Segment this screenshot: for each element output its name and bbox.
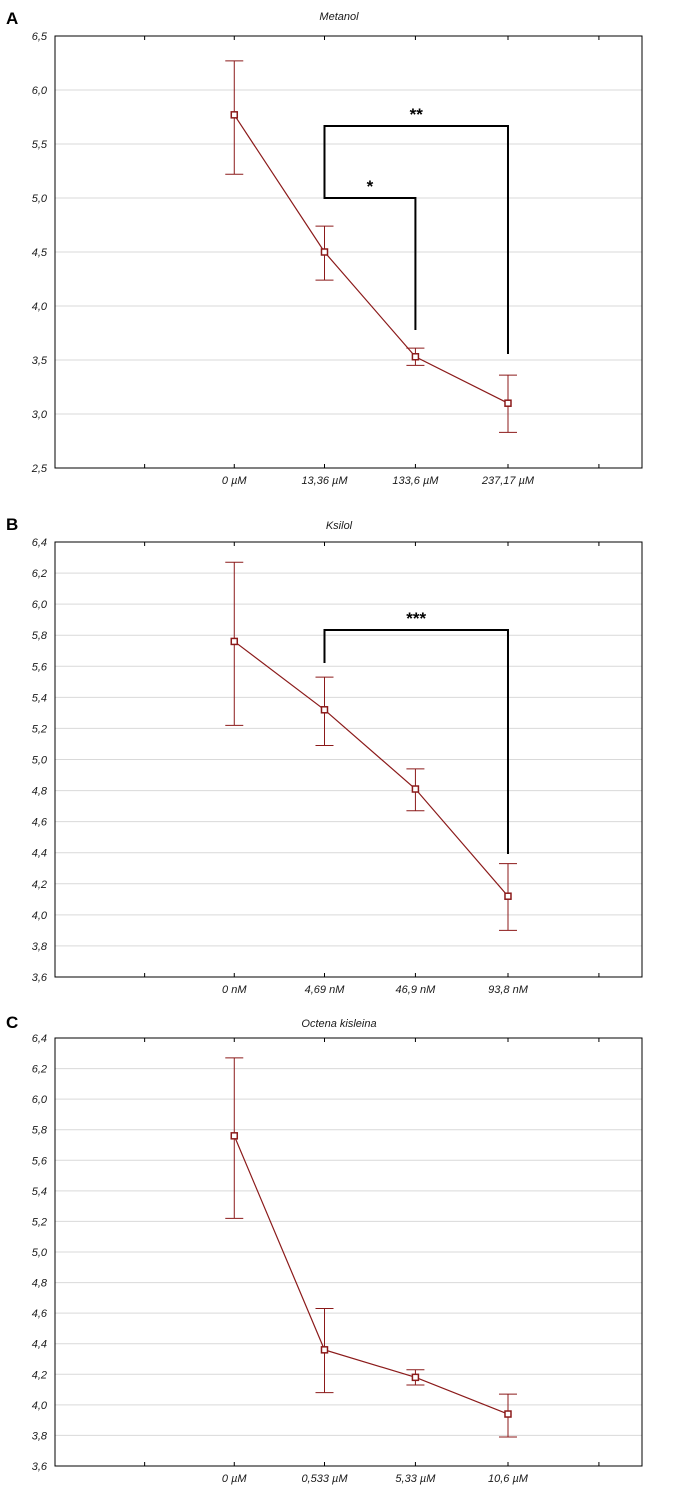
panel-label-b: B	[6, 515, 18, 534]
y-tick-label: 6,5	[32, 31, 48, 43]
x-tick-label: 0 µM	[222, 1473, 248, 1485]
y-tick-label: 4,6	[32, 1308, 48, 1320]
grid-b	[55, 572, 642, 947]
series-line	[233, 114, 509, 404]
x-tick-label: 0,533 µM	[301, 1473, 348, 1485]
x-ticks-a: 0 µM 13,36 µM 133,6 µM 237,17 µM	[144, 36, 600, 487]
y-tick-label: 5,0	[32, 755, 48, 767]
y-tick-label: 5,8	[32, 630, 48, 642]
chart-title-c: Octena kisleina	[301, 1018, 376, 1030]
significance-label: ***	[406, 609, 426, 628]
y-tick-label: 4,2	[32, 879, 47, 891]
series-line	[233, 640, 509, 897]
plot-frame-b	[54, 541, 643, 978]
y-tick-label: 4,0	[32, 910, 48, 922]
plot-frame-c	[54, 1037, 643, 1467]
data-point	[230, 111, 239, 119]
y-tick-label: 4,4	[32, 1339, 47, 1351]
data-point	[320, 706, 329, 714]
significance-label: *	[367, 177, 374, 196]
grid-c	[55, 1068, 642, 1436]
y-ticks-a: 2,5 3,0 3,5 4,0 4,5 5,0 5,5 6,0 6,5	[31, 31, 48, 475]
y-tick-label: 5,4	[32, 692, 47, 704]
chart-title-a: Metanol	[319, 11, 359, 23]
y-tick-label: 5,0	[32, 1247, 48, 1259]
panel-a: A Metanol 2,5 3,0 3,5 4,0 4,5 5,0 5,5 6,0 6,5 0 …	[6, 9, 643, 487]
y-tick-label: 4,0	[32, 1400, 48, 1412]
y-tick-label: 4,6	[32, 817, 48, 829]
series-c	[225, 1057, 517, 1438]
y-tick-label: 4,8	[32, 786, 48, 798]
x-ticks-b: 0 nM 4,69 nM 46,9 nM 93,8 nM	[144, 542, 600, 996]
data-point	[411, 785, 420, 793]
panel-b: B Ksilol 3,6 3,8 4,0 4,2 4,4 4,6 4,8 5,0 5,2 5,4 5…	[6, 515, 643, 996]
chart-title-b: Ksilol	[326, 520, 353, 532]
y-tick-label: 3,6	[32, 972, 48, 984]
significance-label: **	[410, 105, 424, 124]
plot-frame-a	[54, 35, 643, 469]
data-point	[320, 248, 329, 256]
panel-c: C Octena kisleina 3,6 3,8 4,0 4,2 4,4 4,6 4,8 5…	[6, 1013, 643, 1485]
y-tick-label: 3,6	[32, 1461, 48, 1473]
significance-bracket	[323, 125, 509, 354]
panel-label-a: A	[6, 9, 18, 28]
data-point	[504, 1410, 512, 1418]
x-tick-label: 10,6 µM	[488, 1473, 529, 1485]
data-point	[411, 1373, 420, 1382]
x-tick-label: 133,6 µM	[392, 475, 439, 487]
data-point	[320, 1346, 329, 1354]
x-tick-label: 237,17 µM	[481, 475, 535, 487]
data-point	[504, 892, 512, 900]
y-tick-label: 2,5	[31, 463, 48, 475]
y-tick-label: 5,6	[32, 1155, 48, 1167]
y-tick-label: 3,8	[32, 1430, 48, 1442]
y-tick-label: 5,5	[32, 139, 48, 151]
y-tick-label: 5,4	[32, 1186, 47, 1198]
significance-annotations-a: ***	[323, 105, 509, 354]
x-tick-label: 93,8 nM	[488, 984, 529, 996]
y-tick-label: 5,6	[32, 661, 48, 673]
significance-annotations-b: ***	[323, 609, 509, 854]
series-line	[233, 1135, 509, 1415]
data-point	[504, 399, 512, 407]
y-tick-label: 6,2	[32, 568, 47, 580]
y-tick-label: 4,8	[32, 1278, 48, 1290]
series-b	[225, 561, 517, 931]
x-ticks-c: 0 µM 0,533 µM 5,33 µM 10,6 µM	[144, 1038, 600, 1485]
y-ticks-b: 3,6 3,8 4,0 4,2 4,4 4,6 4,8 5,0 5,2 5,4 5,6 5,8 6,0 6…	[32, 537, 48, 984]
x-tick-label: 0 µM	[222, 475, 248, 487]
y-tick-label: 6,4	[32, 537, 47, 549]
grid-a	[55, 89, 642, 415]
y-tick-label: 5,2	[32, 1216, 47, 1228]
series-a	[225, 60, 517, 433]
y-tick-label: 4,2	[32, 1369, 47, 1381]
y-tick-label: 6,0	[32, 1094, 48, 1106]
x-tick-label: 13,36 µM	[301, 475, 348, 487]
y-tick-label: 6,4	[32, 1033, 47, 1045]
y-tick-label: 5,8	[32, 1125, 48, 1137]
significance-bracket	[323, 629, 509, 854]
x-tick-label: 0 nM	[222, 984, 247, 996]
y-tick-label: 6,0	[32, 85, 48, 97]
y-tick-label: 3,8	[32, 941, 48, 953]
y-tick-label: 6,0	[32, 599, 48, 611]
y-ticks-c: 3,6 3,8 4,0 4,2 4,4 4,6 4,8 5,0 5,2 5,4 5,6 5,8 6,0 6…	[32, 1033, 48, 1473]
data-point	[230, 1132, 239, 1140]
panel-label-c: C	[6, 1013, 18, 1032]
y-tick-label: 4,4	[32, 848, 47, 860]
y-tick-label: 5,2	[32, 723, 47, 735]
x-tick-label: 5,33 µM	[395, 1473, 436, 1485]
y-tick-label: 5,0	[32, 193, 48, 205]
x-tick-label: 46,9 nM	[396, 984, 437, 996]
y-tick-label: 4,0	[32, 301, 48, 313]
y-tick-label: 3,5	[32, 355, 48, 367]
y-tick-label: 6,2	[32, 1064, 47, 1076]
y-tick-label: 4,5	[32, 247, 48, 259]
x-tick-label: 4,69 nM	[305, 984, 346, 996]
significance-bracket	[323, 180, 417, 330]
y-tick-label: 3,0	[32, 409, 48, 421]
data-point	[411, 353, 420, 361]
data-point	[230, 637, 239, 646]
